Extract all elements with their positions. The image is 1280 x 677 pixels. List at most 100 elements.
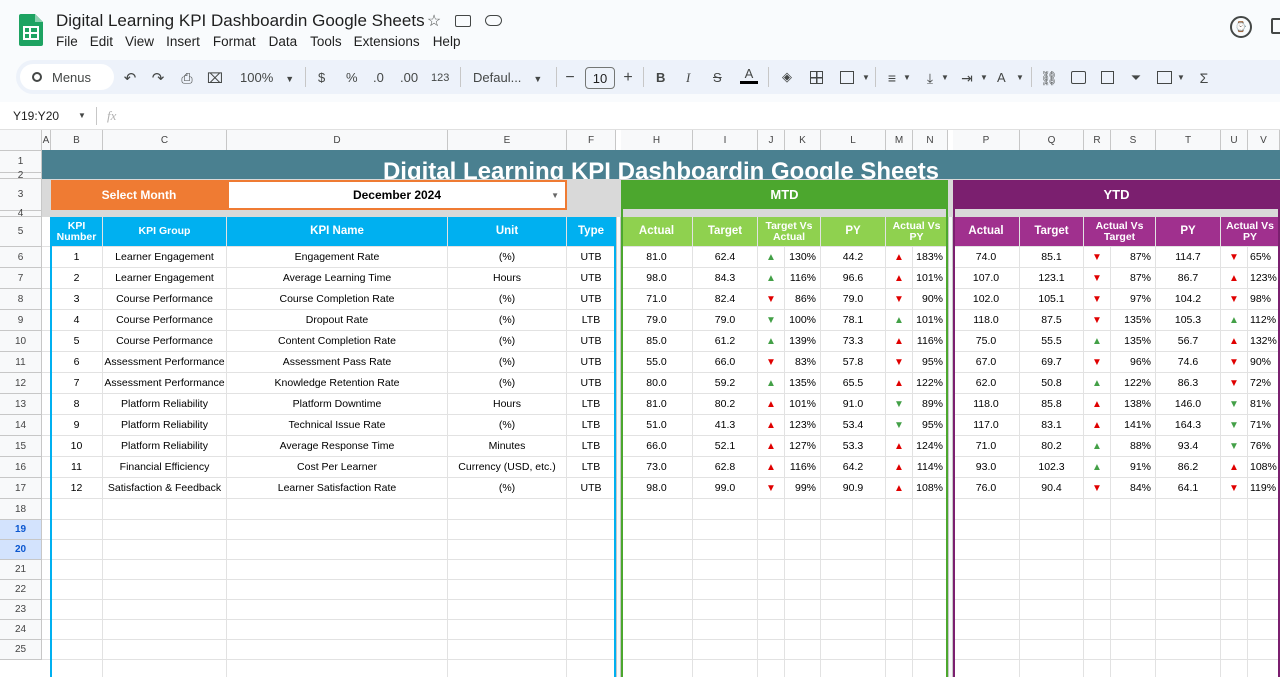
italic-button[interactable]: I <box>686 70 691 85</box>
strikethrough-button[interactable]: S <box>713 70 722 85</box>
text-rotation-icon[interactable]: A <box>997 70 1006 85</box>
select-all-corner[interactable] <box>0 130 42 151</box>
move-folder-icon[interactable] <box>455 15 471 27</box>
number-format-button[interactable]: 123 <box>431 72 450 84</box>
menu-file[interactable]: File <box>56 34 78 49</box>
column-header[interactable]: T <box>1156 130 1221 151</box>
spreadsheet-grid[interactable]: A B C D E F H I J K L M N P Q R S T U V 1 2 3 4 5 6 7 8 9 10 11 12 13 14 1… <box>0 130 1280 677</box>
column-header[interactable]: B <box>51 130 103 151</box>
bold-button[interactable]: B <box>656 70 666 85</box>
text-color-button[interactable]: A <box>740 66 758 88</box>
month-dropdown[interactable]: December 2024 ▼ <box>227 180 567 210</box>
row-header[interactable]: 7 <box>0 268 42 289</box>
functions-icon[interactable]: Σ <box>1199 70 1209 86</box>
fill-color-icon[interactable]: ◈ <box>782 69 792 84</box>
insert-link-icon[interactable]: ⛓ <box>1040 69 1058 86</box>
chevron-down-icon[interactable]: ▼ <box>1177 73 1185 82</box>
font-size-input[interactable]: 10 <box>585 67 615 89</box>
row-header[interactable]: 13 <box>0 394 42 415</box>
column-header[interactable]: M <box>886 130 913 151</box>
column-header[interactable]: R <box>1084 130 1111 151</box>
decrease-font-size-icon[interactable]: − <box>565 69 575 86</box>
chevron-down-icon[interactable]: ▼ <box>1016 73 1024 82</box>
row-header[interactable]: 12 <box>0 373 42 394</box>
redo-icon[interactable]: ↷ <box>151 70 165 87</box>
row-header[interactable]: 20 <box>0 540 42 560</box>
row-header[interactable]: 22 <box>0 580 42 600</box>
formula-input[interactable] <box>128 104 1278 128</box>
row-header[interactable]: 17 <box>0 478 42 499</box>
row-header[interactable]: 19 <box>0 520 42 540</box>
menu-insert[interactable]: Insert <box>166 34 200 49</box>
column-header[interactable]: U <box>1221 130 1248 151</box>
row-header[interactable]: 18 <box>0 499 42 520</box>
chevron-down-icon[interactable]: ▼ <box>862 73 870 82</box>
row-header[interactable]: 24 <box>0 620 42 640</box>
filter-icon[interactable]: ⏷ <box>1130 70 1142 85</box>
row-header[interactable]: 1 <box>0 151 42 173</box>
column-header[interactable]: A <box>42 130 51 151</box>
menu-edit[interactable]: Edit <box>89 34 114 49</box>
percent-button[interactable]: % <box>346 70 358 85</box>
row-header[interactable]: 4 <box>0 208 42 219</box>
horizontal-align-icon[interactable]: ≡ <box>887 70 897 86</box>
text-wrap-icon[interactable]: ⇥ <box>961 69 973 86</box>
chevron-down-icon[interactable]: ▼ <box>941 73 949 82</box>
chevron-down-icon[interactable]: ▼ <box>903 73 911 82</box>
merge-cells-icon[interactable] <box>840 71 854 84</box>
cloud-status-icon[interactable] <box>485 15 502 26</box>
row-header[interactable]: 10 <box>0 331 42 352</box>
name-box[interactable]: Y19:Y20 <box>13 109 60 123</box>
row-header[interactable]: 23 <box>0 600 42 620</box>
chevron-down-icon[interactable]: ▼ <box>980 73 988 82</box>
row-header[interactable]: 15 <box>0 436 42 457</box>
row-header[interactable]: 25 <box>0 640 42 660</box>
increase-decimal-button[interactable]: .00 <box>400 70 419 85</box>
column-header[interactable]: E <box>448 130 567 151</box>
row-header[interactable]: 16 <box>0 457 42 478</box>
row-header[interactable]: 14 <box>0 415 42 436</box>
zoom-select[interactable]: 100% ▼ <box>240 70 294 85</box>
column-header[interactable]: S <box>1111 130 1156 151</box>
row-header[interactable]: 8 <box>0 289 42 310</box>
increase-font-size-icon[interactable]: + <box>623 69 633 86</box>
column-header[interactable]: D <box>227 130 448 151</box>
column-header[interactable]: P <box>953 130 1020 151</box>
menu-tools[interactable]: Tools <box>310 34 342 49</box>
document-title[interactable]: Digital Learning KPI Dashboardin Google … <box>56 11 425 30</box>
menu-format[interactable]: Format <box>212 34 256 49</box>
menu-data[interactable]: Data <box>268 34 298 49</box>
row-header[interactable]: 9 <box>0 310 42 331</box>
insert-comment-icon[interactable] <box>1071 71 1086 84</box>
sheets-logo[interactable] <box>19 14 43 46</box>
column-header[interactable]: F <box>567 130 616 151</box>
menu-extensions[interactable]: Extensions <box>353 34 420 49</box>
version-history-icon[interactable]: ⌚ <box>1230 16 1252 38</box>
insert-chart-icon[interactable] <box>1101 71 1114 84</box>
column-header[interactable]: L <box>821 130 886 151</box>
filter-views-icon[interactable] <box>1157 71 1172 84</box>
vertical-align-icon[interactable]: ⤓ <box>926 69 934 86</box>
print-icon[interactable]: ⎙ <box>181 69 193 86</box>
column-header[interactable]: J <box>758 130 785 151</box>
row-header[interactable]: 21 <box>0 560 42 580</box>
column-header[interactable]: K <box>785 130 821 151</box>
row-header[interactable]: 5 <box>0 217 42 247</box>
paint-format-icon[interactable]: ⌧ <box>206 69 224 86</box>
row-header[interactable]: 11 <box>0 352 42 373</box>
font-family-select[interactable]: Defaul... ▼ <box>473 70 542 85</box>
decrease-decimal-button[interactable]: .0 <box>373 70 384 85</box>
column-header[interactable]: N <box>913 130 948 151</box>
column-header[interactable]: H <box>621 130 693 151</box>
row-header[interactable]: 6 <box>0 247 42 268</box>
column-header[interactable]: V <box>1248 130 1280 151</box>
menu-view[interactable]: View <box>125 34 155 49</box>
column-header[interactable]: Q <box>1020 130 1084 151</box>
comments-icon[interactable] <box>1271 18 1280 34</box>
row-header[interactable]: 3 <box>0 179 42 211</box>
star-icon[interactable]: ☆ <box>426 13 442 30</box>
menus-search[interactable]: Menus <box>20 64 114 90</box>
column-header[interactable]: I <box>693 130 758 151</box>
borders-icon[interactable] <box>810 71 823 84</box>
chevron-down-icon[interactable]: ▼ <box>78 111 86 120</box>
